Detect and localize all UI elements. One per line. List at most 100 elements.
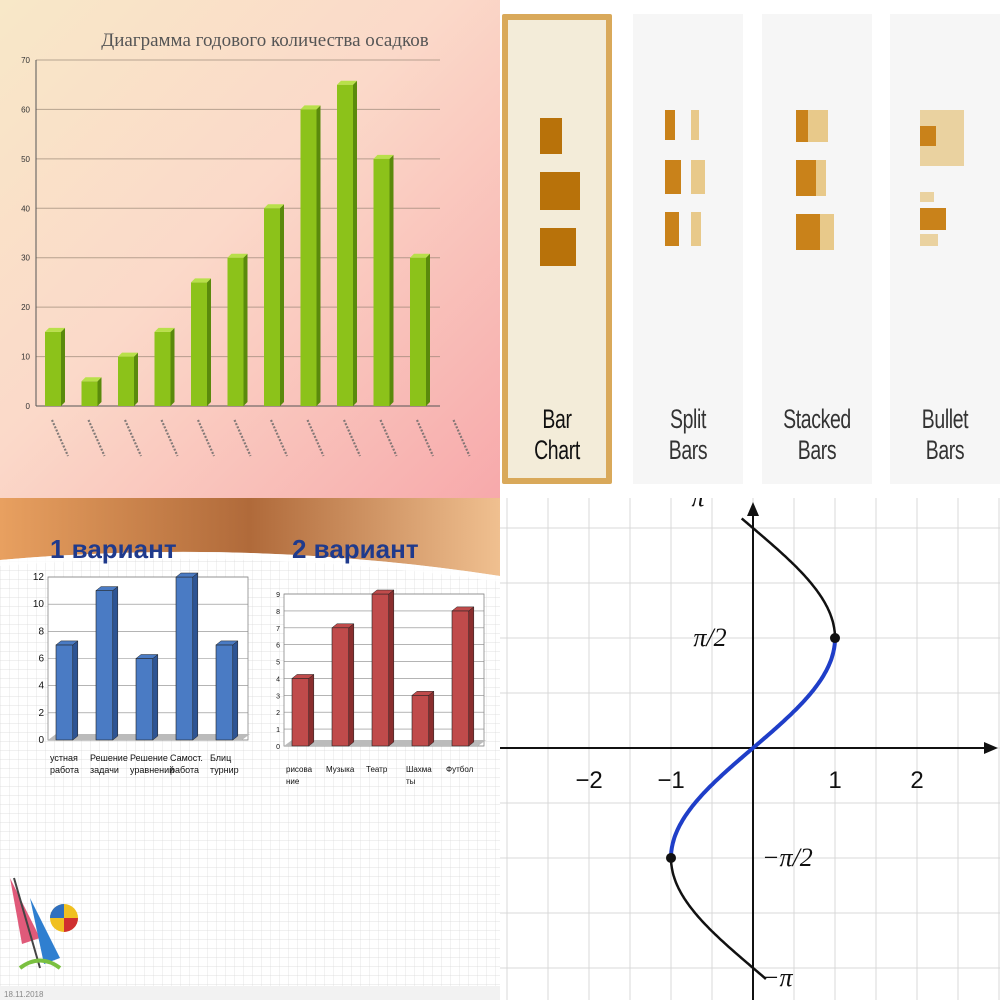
bar-top (371, 589, 395, 595)
y-tick-label: −π/2 (762, 843, 813, 872)
variants-panel: 1 вариант 2 вариант 0 2 4 6 8 10 12 устная работ… (0, 498, 500, 1000)
x-tick-label (269, 419, 289, 457)
bar-chart-card[interactable]: Bar Chart (502, 14, 612, 484)
bullet-bars-card[interactable]: Bullet Bars (890, 14, 1000, 484)
stacked-bars-card[interactable]: Stacked Bars (762, 14, 872, 484)
bar (118, 356, 134, 406)
bar-side (192, 572, 199, 741)
bar-side (388, 589, 395, 747)
y-tick-label: 60 (21, 105, 30, 114)
bar-side (280, 204, 284, 406)
y-tick-label: 4 (276, 676, 280, 683)
bar-top (154, 327, 175, 332)
split-bars-card[interactable]: Split Bars (633, 14, 743, 484)
footer-date: 18.11.2018 (4, 990, 44, 999)
x-tick-label: Театр (366, 765, 388, 774)
y-tick-label: 20 (21, 303, 30, 312)
x-tick-label (87, 419, 106, 457)
bar (371, 593, 390, 747)
bar (55, 644, 74, 741)
bar-top (300, 105, 321, 110)
bar (264, 208, 280, 406)
drafting-tools-icon (10, 877, 78, 970)
precipitation-chart-panel: Диаграмма годового количества осадков 0 1… (0, 0, 500, 498)
y-tick-label: 0 (38, 735, 44, 746)
bar-top (227, 253, 248, 258)
x-tick-label (342, 419, 362, 457)
bar-side (232, 640, 239, 741)
x-tick-label: 1 (828, 767, 841, 794)
function-graph: −2 −1 1 2 π π/2 −π/2 −π (500, 498, 1000, 1000)
y-tick-label: 8 (276, 609, 280, 616)
precipitation-chart: Диаграмма годового количества осадков 0 1… (21, 30, 471, 457)
x-tick-label: ние (286, 777, 300, 786)
card-label: Bullet Bars (921, 404, 969, 465)
x-tick-label: Блиц (210, 753, 231, 763)
function-graph-panel: −2 −1 1 2 π π/2 −π/2 −π (500, 498, 1000, 1000)
x-tick-label: рисова (286, 765, 313, 774)
bar-top (95, 586, 119, 591)
y-tick-label: 6 (38, 654, 44, 665)
bar-top (451, 606, 475, 612)
bar (45, 331, 61, 406)
x-tick-label: Решение (130, 753, 168, 763)
x-tick-label: устная (50, 753, 78, 763)
bar-type-picker-panel: Bar Chart Split Bars Stacked Bars (500, 0, 1000, 498)
x-tick-label (452, 419, 471, 457)
variant-1-heading: 1 вариант (50, 534, 177, 564)
bar (331, 627, 350, 747)
bar-top (191, 278, 211, 283)
bar (373, 158, 390, 406)
x-tick-label (233, 419, 252, 457)
bar-side (426, 253, 430, 406)
variant-2-heading: 2 вариант (292, 534, 419, 564)
bar-side (112, 586, 119, 741)
bar (300, 109, 317, 406)
card-label: Split Bars (668, 404, 708, 465)
x-tick-label (379, 419, 398, 457)
y-tick-label: π (691, 498, 705, 512)
card-label: Stacked Bars (783, 404, 851, 465)
bar-side (353, 80, 357, 406)
y-tick-label: 4 (38, 681, 44, 692)
bar-top (175, 572, 199, 578)
bar (95, 590, 114, 741)
y-tick-label: 8 (38, 626, 44, 637)
bar (191, 282, 207, 406)
bar-side (308, 673, 315, 747)
bar (81, 381, 98, 406)
y-tick-label: 2 (276, 710, 280, 717)
x-tick-label (415, 419, 435, 457)
x-tick-label (123, 419, 143, 457)
x-tick-label (50, 419, 70, 457)
chart-title: Диаграмма годового количества осадков (101, 30, 429, 51)
x-tick-label: турнир (210, 765, 239, 775)
x-tick-label: работа (50, 765, 79, 775)
y-tick-label: 7 (276, 626, 280, 633)
y-tick-label: 10 (21, 353, 30, 362)
y-tick-label: 6 (276, 643, 280, 650)
bar-side (170, 327, 175, 406)
bar-side (468, 606, 475, 747)
y-tick-label: −π (762, 963, 794, 992)
bar-side (207, 278, 211, 406)
bar-side (428, 690, 435, 747)
x-tick-label: Самост. (170, 753, 203, 763)
bar-side (348, 623, 355, 747)
y-tick-label: 10 (33, 599, 45, 610)
bar-side (134, 352, 138, 406)
bar-top (291, 674, 315, 679)
y-tick-label: 5 (276, 660, 280, 667)
y-tick-label: 50 (21, 155, 30, 164)
bar-top (55, 640, 79, 646)
bar-top (45, 327, 65, 332)
bar (337, 84, 353, 406)
bar (135, 658, 154, 741)
y-tick-label: 12 (33, 572, 45, 583)
y-tick-label: 3 (276, 693, 280, 700)
y-axis-arrow (747, 502, 759, 516)
x-axis-arrow (984, 742, 998, 754)
bar (411, 695, 430, 747)
bar-side (152, 653, 159, 741)
bar-top (118, 352, 138, 357)
